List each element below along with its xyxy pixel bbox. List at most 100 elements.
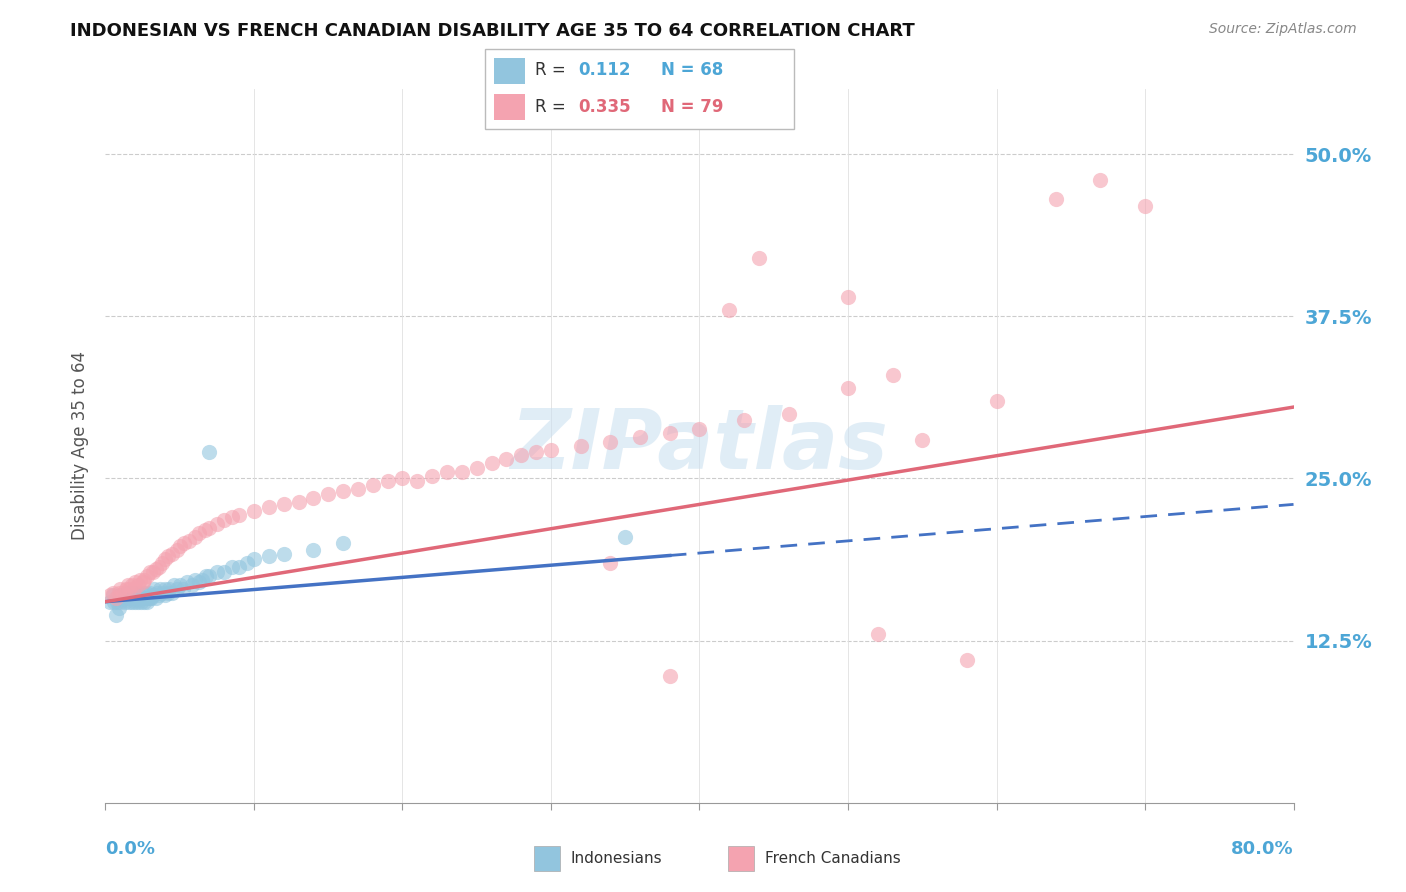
Point (302, 491, 325, 505)
Point (347, 482, 370, 496)
Point (157, 582, 180, 596)
FancyBboxPatch shape (495, 94, 526, 120)
Point (510, 448, 533, 462)
Point (188, 525, 211, 540)
Point (986, 393, 1008, 408)
Point (101, 588, 124, 602)
Point (243, 504, 266, 518)
FancyBboxPatch shape (495, 58, 526, 84)
Point (1090, 173, 1112, 187)
Point (183, 530, 205, 544)
Point (450, 465, 472, 479)
Point (112, 585, 135, 599)
Point (127, 595, 149, 609)
Point (135, 585, 157, 599)
FancyBboxPatch shape (728, 846, 754, 871)
Point (162, 547, 184, 561)
Point (465, 461, 488, 475)
Point (163, 578, 186, 592)
Point (101, 585, 124, 599)
Point (143, 582, 166, 596)
Point (183, 573, 205, 587)
Point (104, 607, 127, 622)
Point (139, 565, 162, 579)
Point (956, 653, 979, 667)
Text: Source: ZipAtlas.com: Source: ZipAtlas.com (1209, 22, 1357, 37)
Point (105, 595, 128, 609)
Point (420, 468, 443, 483)
Point (658, 668, 681, 682)
Text: INDONESIAN VS FRENCH CANADIAN DISABILITY AGE 35 TO 64 CORRELATION CHART: INDONESIAN VS FRENCH CANADIAN DISABILITY… (70, 22, 915, 40)
Point (153, 552, 176, 566)
Point (540, 442, 562, 457)
Point (110, 595, 132, 609)
Point (131, 585, 153, 599)
Point (302, 542, 325, 557)
Point (180, 578, 202, 592)
Point (146, 585, 169, 599)
Point (122, 582, 145, 596)
Point (124, 595, 146, 609)
Point (142, 565, 165, 579)
Point (104, 591, 127, 605)
Point (748, 251, 770, 265)
Point (243, 552, 266, 566)
Y-axis label: Disability Age 35 to 64: Disability Age 35 to 64 (72, 351, 90, 541)
Point (195, 568, 218, 582)
Text: ZIPatlas: ZIPatlas (510, 406, 889, 486)
Point (172, 582, 194, 596)
Point (837, 381, 859, 395)
Point (866, 627, 889, 641)
Point (837, 290, 859, 304)
Point (153, 582, 176, 596)
Point (257, 549, 280, 564)
Point (124, 585, 146, 599)
Point (524, 445, 547, 459)
Point (117, 578, 139, 592)
Point (658, 425, 681, 440)
Point (108, 601, 131, 615)
Point (177, 533, 200, 548)
Point (149, 582, 172, 596)
Point (121, 578, 143, 592)
Point (273, 497, 295, 511)
Point (132, 595, 155, 609)
Point (136, 568, 159, 582)
Point (257, 500, 280, 514)
Point (191, 573, 214, 587)
Point (132, 573, 155, 587)
Point (128, 573, 150, 587)
Text: N = 79: N = 79 (661, 98, 724, 116)
Point (569, 439, 592, 453)
Point (141, 591, 163, 605)
Point (778, 407, 800, 421)
Point (118, 582, 141, 596)
Point (599, 435, 621, 450)
Text: French Canadians: French Canadians (765, 851, 900, 865)
Point (128, 591, 150, 605)
Point (121, 595, 143, 609)
Point (733, 413, 755, 427)
Point (495, 452, 517, 467)
Point (121, 585, 143, 599)
Point (118, 595, 141, 609)
Point (599, 556, 621, 570)
Point (124, 575, 146, 590)
Point (198, 445, 221, 459)
Point (228, 559, 250, 574)
Point (1045, 193, 1067, 207)
Point (150, 585, 173, 599)
Point (120, 588, 142, 602)
Point (122, 591, 145, 605)
Point (228, 508, 250, 522)
Point (614, 530, 637, 544)
Point (117, 585, 139, 599)
Point (377, 474, 399, 488)
Point (127, 578, 149, 592)
Point (198, 521, 221, 535)
Point (136, 595, 159, 609)
Point (205, 565, 228, 579)
Point (136, 591, 159, 605)
Point (911, 433, 934, 447)
Text: 0.112: 0.112 (578, 61, 630, 78)
